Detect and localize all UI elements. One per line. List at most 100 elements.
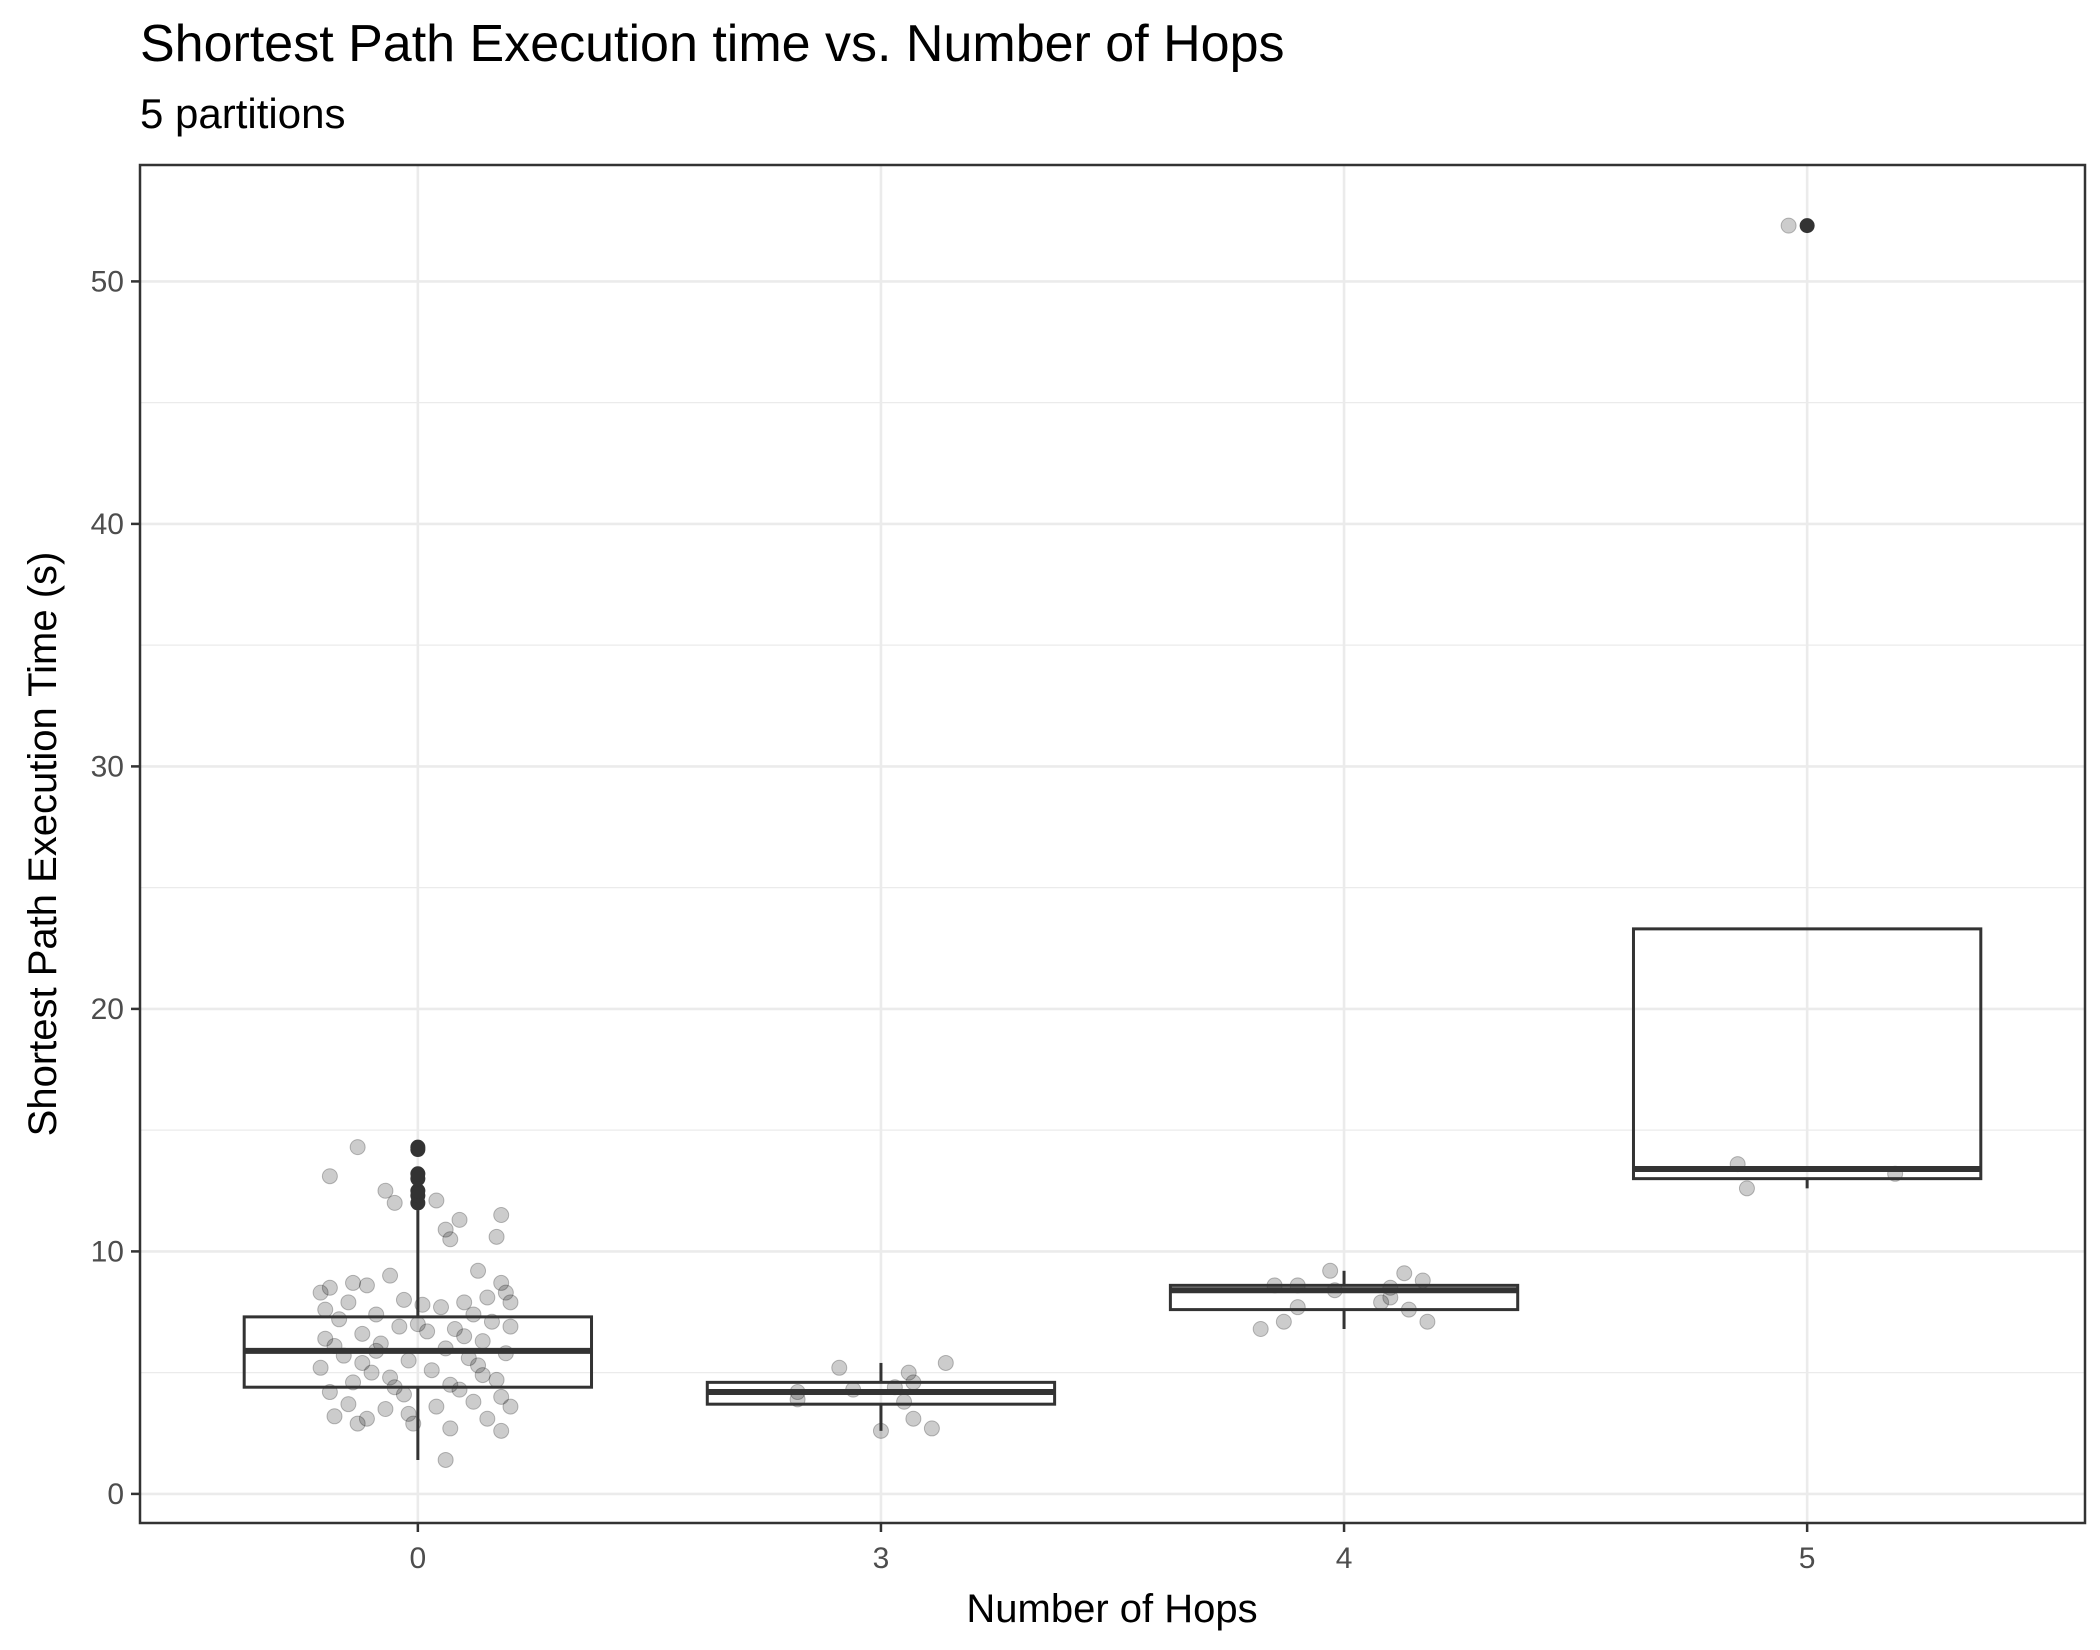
- chart-title: Shortest Path Execution time vs. Number …: [140, 15, 1285, 73]
- jitter-point: [442, 1420, 459, 1437]
- chart-subtitle: 5 partitions: [140, 90, 346, 137]
- jitter-point: [493, 1274, 510, 1291]
- jitter-point: [896, 1393, 913, 1410]
- jitter-point: [419, 1323, 436, 1340]
- jitter-point: [474, 1333, 491, 1350]
- box-iqr: [1631, 927, 1983, 1181]
- outlier-point: [410, 1166, 426, 1182]
- jitter-point: [312, 1359, 329, 1376]
- y-tick-label: 20: [91, 993, 124, 1026]
- jitter-point: [386, 1194, 403, 1211]
- jitter-point: [312, 1284, 329, 1301]
- y-axis-title: Shortest Path Execution Time (s): [21, 552, 65, 1137]
- jitter-point: [497, 1284, 514, 1301]
- jitter-point: [437, 1451, 454, 1468]
- jitter-point: [479, 1410, 496, 1427]
- jitter-point: [465, 1393, 482, 1410]
- jitter-point: [1322, 1262, 1339, 1279]
- jitter-point: [363, 1364, 380, 1381]
- x-tick-label: 3: [873, 1542, 890, 1575]
- grid-lines: [140, 165, 2085, 1523]
- jitter-point: [423, 1362, 440, 1379]
- jitter-point: [446, 1321, 463, 1337]
- x-axis-title: Number of Hops: [966, 1587, 1257, 1631]
- jitter-point: [451, 1211, 468, 1228]
- jitter-point: [391, 1318, 408, 1335]
- jitter-point: [354, 1325, 371, 1342]
- jitter-point: [317, 1301, 334, 1318]
- jitter-point: [349, 1415, 366, 1432]
- jitter-point: [474, 1367, 491, 1384]
- jitter-point: [900, 1364, 917, 1381]
- jitter-point: [321, 1279, 338, 1296]
- jitter-point: [358, 1410, 375, 1427]
- jitter-point: [493, 1207, 510, 1224]
- box-iqr: [1168, 1283, 1520, 1312]
- x-tick-label: 0: [410, 1542, 427, 1575]
- y-tick-label: 30: [91, 750, 124, 783]
- panel-border: [138, 163, 2087, 1525]
- jitter-point: [493, 1388, 510, 1405]
- jitter-point: [340, 1294, 357, 1311]
- jitter-point: [395, 1291, 412, 1308]
- jitter-point: [502, 1398, 519, 1415]
- jitter-point: [368, 1306, 385, 1323]
- y-tick-label: 50: [91, 265, 124, 298]
- jitter-point: [1396, 1265, 1413, 1282]
- jitter-point: [317, 1330, 334, 1347]
- jitter-point: [1252, 1321, 1269, 1337]
- axes: 0 10 20 30 40 50 0 3 4 5: [91, 265, 1816, 1575]
- jitter-point: [409, 1316, 426, 1333]
- jitter-point: [937, 1354, 954, 1371]
- outlier-point: [1799, 218, 1815, 234]
- jitter-point: [442, 1231, 459, 1248]
- jitter-point: [428, 1192, 445, 1209]
- outlier-point: [410, 1183, 426, 1199]
- jitter-point: [451, 1381, 468, 1398]
- jitter-point: [382, 1267, 399, 1284]
- y-tick-label: 10: [91, 1235, 124, 1268]
- box-4: [1168, 1270, 1520, 1329]
- jitter-point: [354, 1354, 371, 1371]
- jitter-point: [456, 1294, 473, 1311]
- jitter-point: [345, 1274, 362, 1291]
- x-tick-label: 5: [1799, 1542, 1816, 1575]
- jitter-point: [377, 1401, 394, 1418]
- box-plots: [242, 218, 1983, 1460]
- jitter-point: [479, 1289, 496, 1306]
- jitter-point: [349, 1139, 366, 1156]
- jitter-point: [400, 1352, 417, 1369]
- jitter-point: [923, 1420, 940, 1437]
- jitter-point: [377, 1182, 394, 1199]
- jitter-point: [1289, 1299, 1306, 1316]
- jitter-point: [382, 1369, 399, 1386]
- box-3: [705, 1362, 1057, 1431]
- jitter-point: [1419, 1313, 1436, 1330]
- jitter-point: [1275, 1313, 1292, 1330]
- x-tick-label: 4: [1336, 1542, 1353, 1575]
- jitter-point: [331, 1311, 348, 1328]
- jitter-point: [428, 1398, 445, 1415]
- jitter-point: [502, 1318, 519, 1335]
- jitter-point: [400, 1405, 417, 1422]
- jitter-point: [470, 1262, 487, 1279]
- jitter-point: [326, 1408, 343, 1425]
- panel-background: [140, 165, 2085, 1523]
- jitter-point: [502, 1294, 519, 1311]
- jitter-point: [488, 1371, 505, 1388]
- jitter-point: [1738, 1180, 1755, 1197]
- box-5: [1631, 218, 1983, 1189]
- jitter-point: [831, 1359, 848, 1376]
- y-tick-label: 0: [107, 1478, 124, 1511]
- jitter-point: [905, 1410, 922, 1427]
- jitter-point: [1780, 217, 1797, 234]
- jitter-point: [470, 1357, 487, 1374]
- jitter-point: [456, 1328, 473, 1345]
- jitter-point: [488, 1228, 505, 1245]
- jitter-point: [340, 1396, 357, 1413]
- box-0: [242, 1139, 594, 1460]
- jitter-point: [321, 1168, 338, 1185]
- jitter-point: [433, 1299, 450, 1316]
- y-tick-label: 40: [91, 508, 124, 541]
